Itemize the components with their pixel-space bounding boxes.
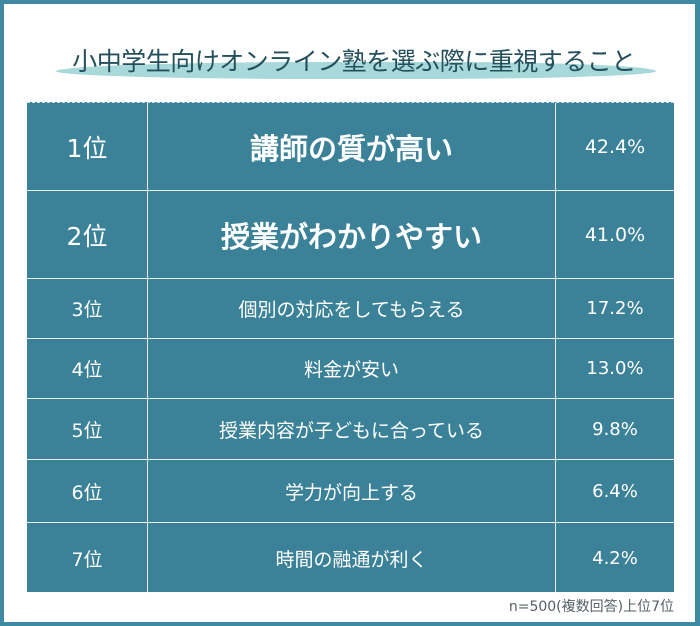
rank-cell: 7位: [27, 523, 148, 593]
page-title: 小中学生向けオンライン塾を選ぶ際に重視すること: [72, 47, 636, 76]
rank-cell: 2位: [27, 191, 148, 278]
percent-cell: 4.2%: [592, 547, 638, 569]
item-cell: 授業内容が子どもに合っている: [148, 399, 556, 459]
title-block: 小中学生向けオンライン塾を選ぶ際に重視すること: [42, 34, 666, 90]
item-cell: 講師の質が高い: [148, 103, 556, 190]
percent-cell: 17.2%: [586, 298, 644, 319]
table-row: 5位 授業内容が子どもに合っている 9.8%: [27, 399, 674, 460]
percent-cell: 41.0%: [584, 223, 646, 246]
rank-cell: 6位: [27, 460, 148, 522]
table-row: 6位 学力が向上する 6.4%: [27, 460, 674, 523]
table-row: 2位 授業がわかりやすい 41.0%: [27, 191, 674, 279]
table-row: 1位 講師の質が高い 42.4%: [27, 103, 674, 191]
item-cell: 個別の対応をしてもらえる: [148, 279, 556, 338]
table-row: 4位 料金が安い 13.0%: [27, 339, 674, 399]
item-cell: 時間の融通が利く: [148, 523, 556, 593]
percent-cell: 6.4%: [592, 480, 638, 502]
table-row: 3位 個別の対応をしてもらえる 17.2%: [27, 279, 674, 339]
percent-cell: 42.4%: [584, 135, 646, 158]
percent-cell: 9.8%: [592, 418, 638, 440]
ranking-table: 1位 講師の質が高い 42.4% 2位 授業がわかりやすい 41.0% 3位 個…: [27, 102, 674, 593]
sample-size-footnote: n=500(複数回答)上位7位: [508, 599, 674, 615]
rank-cell: 1位: [27, 103, 148, 190]
table-row: 7位 時間の融通が利く 4.2%: [27, 523, 674, 593]
rank-cell: 4位: [27, 339, 148, 398]
percent-cell: 13.0%: [586, 358, 644, 379]
rank-cell: 5位: [27, 399, 148, 459]
item-cell: 料金が安い: [148, 339, 556, 398]
item-cell: 学力が向上する: [148, 460, 556, 522]
item-cell: 授業がわかりやすい: [148, 191, 556, 278]
rank-cell: 3位: [27, 279, 148, 338]
